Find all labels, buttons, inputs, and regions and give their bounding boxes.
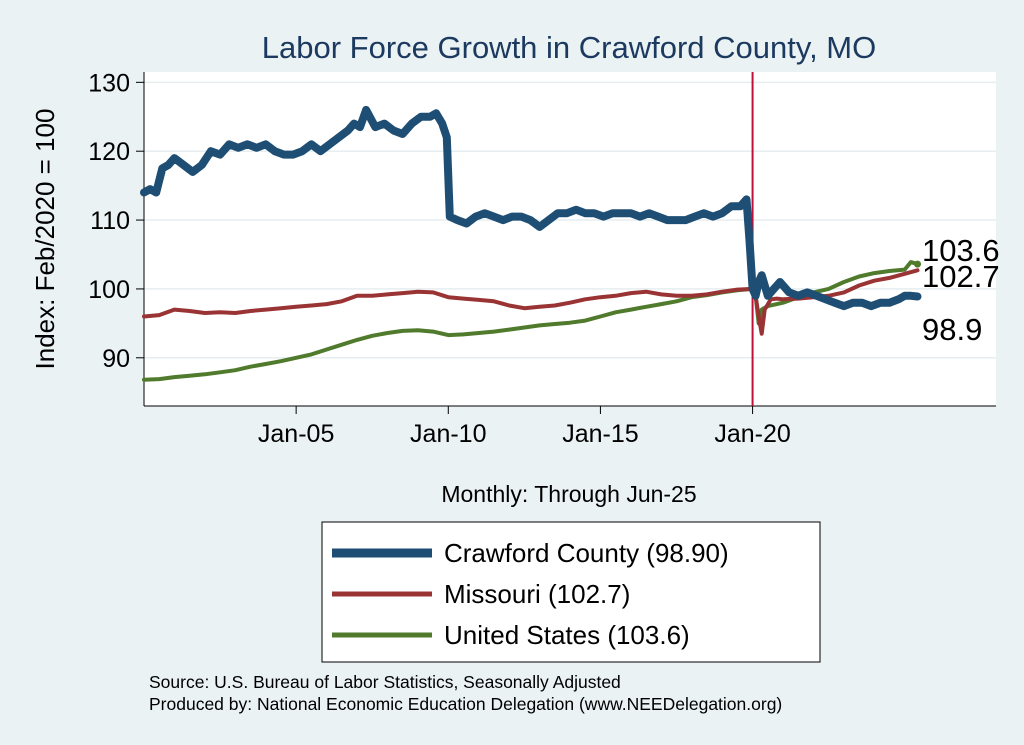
y-tick-label: 90 (102, 345, 130, 373)
y-tick-label: 120 (88, 138, 130, 166)
x-axis-title: Monthly: Through Jun-25 (441, 481, 696, 507)
x-tick-label: Jan-15 (562, 420, 638, 448)
series-line-crawford-county (140, 105, 922, 311)
chart-title: Labor Force Growth in Crawford County, M… (262, 30, 876, 65)
series-line-missouri (142, 268, 920, 336)
x-tick-label: Jan-10 (410, 420, 486, 448)
end-label-united-states: 103.6 (922, 233, 1000, 268)
legend-label: Crawford County (98.90) (444, 538, 729, 568)
y-tick-label: 100 (88, 276, 130, 304)
series-end-marker (913, 260, 921, 268)
end-label-crawford-county: 98.9 (922, 312, 982, 347)
x-tick-label: Jan-05 (258, 420, 334, 448)
end-label-missouri: 102.7 (922, 259, 1000, 294)
y-tick-label: 130 (88, 69, 130, 97)
x-tick-label: Jan-20 (714, 420, 790, 448)
producer-note: Produced by: National Economic Education… (149, 694, 782, 714)
legend-label: Missouri (102.7) (444, 579, 630, 609)
x-axis: Jan-05 Jan-10 Jan-15 Jan-20 (258, 406, 791, 448)
legend-label: United States (103.6) (444, 620, 690, 650)
source-note: Source: U.S. Bureau of Labor Statistics,… (149, 672, 621, 692)
y-tick-label: 110 (90, 207, 130, 235)
legend: Crawford County (98.90) Missouri (102.7) U… (321, 521, 821, 663)
y-axis-title: Index: Feb/2020 = 100 (30, 109, 60, 370)
plot-area (144, 72, 996, 406)
series-lines (140, 105, 922, 382)
y-axis: 90 100 110 120 130 (88, 69, 144, 373)
